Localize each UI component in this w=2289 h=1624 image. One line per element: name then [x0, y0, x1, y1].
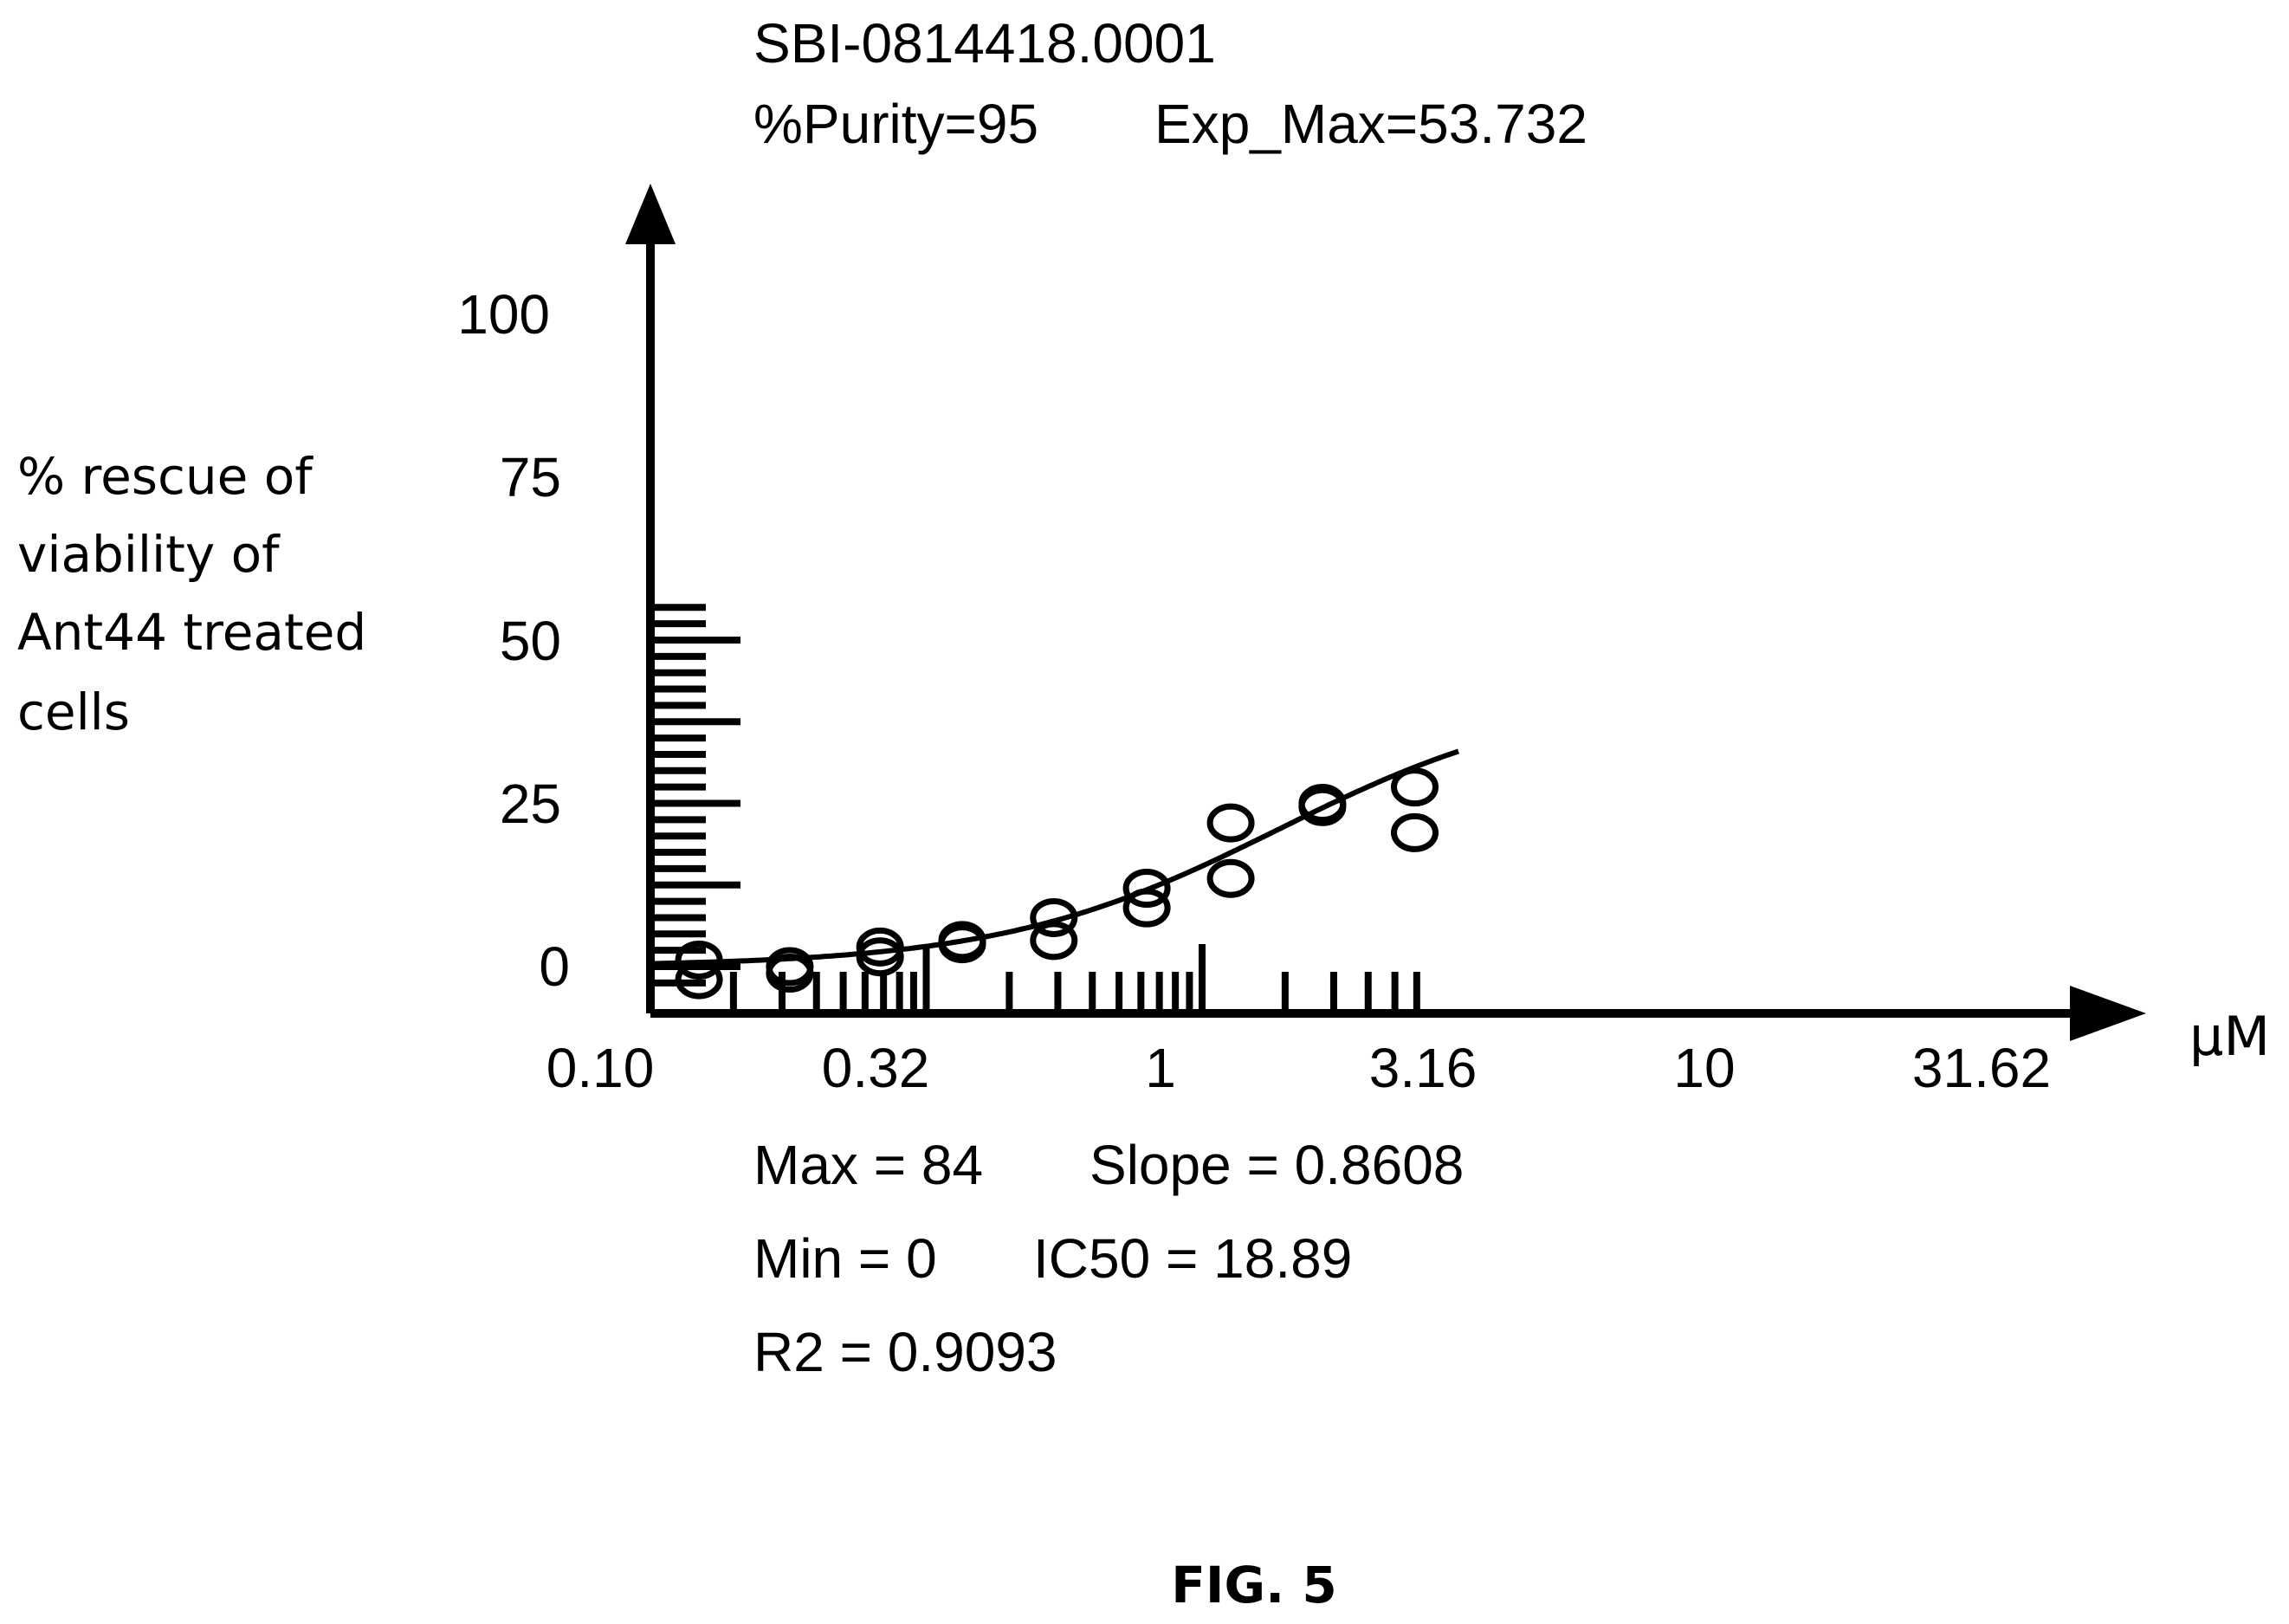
- y-minor-ticks: [650, 604, 740, 987]
- exp-max-text: Exp_Max=53.732: [1154, 93, 1587, 155]
- x-tick-labels: 0.10 0.32 1 3.16 10 31.62: [546, 1037, 2051, 1099]
- data-point-1: [675, 940, 723, 980]
- data-point-8: [938, 921, 986, 961]
- stat-ic50: IC50 = 18.89: [1033, 1227, 1352, 1290]
- data-point-14: [1206, 858, 1255, 898]
- stat-r2: R2 = 0.9093: [753, 1321, 1057, 1383]
- fit-stats: Max = 84 Slope = 0.8608 Min = 0 IC50 = 1…: [753, 1134, 1464, 1383]
- data-point-5: [856, 927, 904, 967]
- data-point-11: [1122, 869, 1171, 909]
- x-tick-label-1: 1: [1145, 1037, 1176, 1099]
- data-point-18: [1391, 812, 1439, 852]
- stat-min: Min = 0: [753, 1227, 937, 1290]
- y-axis-label-line-1: % rescue of: [17, 447, 314, 506]
- x-minor-ticks: [729, 944, 1420, 1013]
- y-tick-label-50: 50: [500, 610, 561, 672]
- y-axis-label-line-2: viability of: [17, 525, 281, 584]
- x-axis-arrow-icon: [2070, 986, 2146, 1041]
- stat-slope: Slope = 0.8608: [1090, 1134, 1464, 1196]
- y-axis-label-line-4: cells: [17, 683, 130, 741]
- x-tick-label-10: 10: [1673, 1037, 1735, 1099]
- x-axis-unit: µM: [2189, 1005, 2270, 1068]
- x-tick-label-0-10: 0.10: [546, 1037, 655, 1099]
- data-point-17: [1391, 767, 1439, 807]
- axes: [646, 241, 2079, 1018]
- stat-max: Max = 84: [753, 1134, 983, 1196]
- x-tick-label-3-16: 3.16: [1369, 1037, 1478, 1099]
- data-point-2: [675, 960, 723, 1000]
- data-points: [675, 767, 1439, 1000]
- data-point-4: [766, 954, 814, 993]
- x-tick-label-31-62: 31.62: [1912, 1037, 2051, 1099]
- compound-id: SBI-0814418.0001: [753, 12, 1216, 74]
- y-axis-label-line-3: Ant44 treated: [17, 603, 366, 662]
- y-tick-label-0: 0: [539, 935, 570, 998]
- data-point-10: [1030, 921, 1078, 961]
- x-tick-label-0-32: 0.32: [822, 1037, 930, 1099]
- y-tick-label-100: 100: [457, 283, 550, 346]
- data-point-13: [1206, 803, 1255, 843]
- y-axis-arrow-icon: [625, 184, 676, 244]
- y-tick-label-25: 25: [500, 773, 561, 835]
- data-point-9: [1030, 897, 1078, 937]
- data-point-6: [856, 937, 904, 977]
- figure-caption: FIG. 5: [1171, 1556, 1336, 1614]
- y-tick-labels: 100 75 50 25 0: [457, 283, 570, 998]
- y-axis-label: % rescue of viability of Ant44 treated c…: [17, 447, 366, 741]
- data-point-12: [1122, 888, 1171, 928]
- purity-text: %Purity=95: [753, 93, 1038, 155]
- y-tick-label-75: 75: [500, 446, 561, 508]
- data-point-16: [1298, 786, 1347, 826]
